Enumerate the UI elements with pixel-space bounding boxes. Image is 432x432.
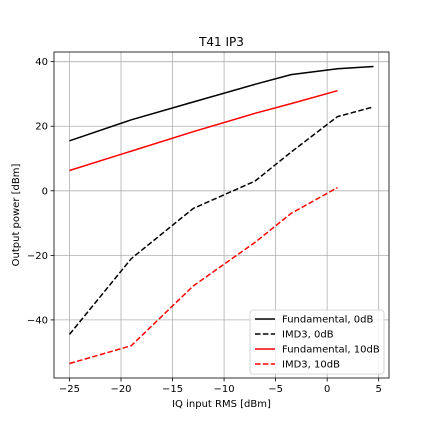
- legend-label-4: IMD3, 10dB: [282, 360, 340, 371]
- y-axis-label: Output power [dBm]: [11, 164, 22, 267]
- legend-label-2: IMD3, 0dB: [282, 330, 334, 341]
- y-tick-label: −20: [27, 251, 48, 262]
- legend-label-1: Fundamental, 0dB: [282, 315, 373, 326]
- axes-frame: [53, 51, 390, 379]
- x-tick-label: −15: [162, 384, 183, 395]
- series-line-3: [69, 89, 338, 172]
- legend-label-3: Fundamental, 10dB: [282, 345, 380, 356]
- ticks: −25 −20 −15 −10 −5 0 5 −40 −20 0 20 40: [27, 57, 382, 395]
- y-tick-label: −40: [27, 315, 48, 326]
- x-tick-label: 0: [324, 384, 330, 395]
- chart-title: T41 IP3: [198, 35, 244, 49]
- plot-series: [68, 65, 374, 365]
- series-line-1: [69, 65, 374, 142]
- x-axis-label: IQ input RMS [dBm]: [172, 399, 271, 410]
- series-line-2: [68, 106, 374, 335]
- legend: Fundamental, 0dB IMD3, 0dB Fundamental, 10…: [249, 309, 385, 375]
- x-tick-label: −25: [59, 384, 80, 395]
- y-tick-label: 20: [35, 122, 48, 133]
- x-tick-label: 5: [376, 384, 382, 395]
- y-tick-label: 40: [35, 57, 48, 68]
- legend-box: [249, 309, 385, 375]
- series-line-4: [69, 186, 338, 365]
- x-tick-label: −10: [214, 384, 235, 395]
- y-tick-label: 0: [42, 186, 48, 197]
- x-tick-label: −20: [110, 384, 131, 395]
- x-tick-label: −5: [268, 384, 283, 395]
